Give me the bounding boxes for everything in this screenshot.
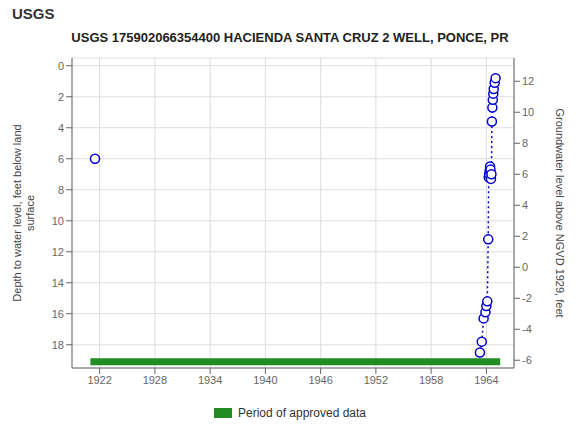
svg-text:-2: -2 bbox=[522, 292, 532, 304]
svg-text:4: 4 bbox=[522, 199, 528, 211]
svg-text:18: 18 bbox=[52, 339, 64, 351]
svg-text:1940: 1940 bbox=[253, 374, 277, 386]
svg-text:1922: 1922 bbox=[87, 374, 111, 386]
svg-text:1934: 1934 bbox=[198, 374, 222, 386]
svg-text:Groundwater level above NGVD 1: Groundwater level above NGVD 1929, feet bbox=[554, 108, 566, 317]
svg-text:Depth to water level, feet bel: Depth to water level, feet below landsur… bbox=[11, 124, 36, 301]
svg-text:16: 16 bbox=[52, 308, 64, 320]
svg-text:1964: 1964 bbox=[474, 374, 498, 386]
html-text:Period of approved data: Period of approved data bbox=[238, 406, 366, 420]
html-text:USGS: USGS bbox=[12, 4, 55, 22]
svg-text:0: 0 bbox=[58, 60, 64, 72]
svg-text:0: 0 bbox=[522, 261, 528, 273]
svg-text:6: 6 bbox=[58, 153, 64, 165]
svg-text:12: 12 bbox=[522, 75, 534, 87]
svg-text:1952: 1952 bbox=[364, 374, 388, 386]
svg-text:8: 8 bbox=[522, 137, 528, 149]
svg-text:12: 12 bbox=[52, 246, 64, 258]
svg-text:14: 14 bbox=[52, 277, 64, 289]
html-text:USGS 175902066354400 HACIENDA: USGS 175902066354400 HACIENDA SANTA CRUZ… bbox=[71, 30, 509, 45]
svg-text:1928: 1928 bbox=[143, 374, 167, 386]
svg-text:1958: 1958 bbox=[419, 374, 443, 386]
svg-text:-6: -6 bbox=[522, 354, 532, 366]
svg-text:4: 4 bbox=[58, 122, 64, 134]
svg-text:2: 2 bbox=[58, 91, 64, 103]
svg-text:10: 10 bbox=[522, 106, 534, 118]
svg-text:1946: 1946 bbox=[308, 374, 332, 386]
svg-text:10: 10 bbox=[52, 215, 64, 227]
svg-text:8: 8 bbox=[58, 184, 64, 196]
svg-text:6: 6 bbox=[522, 168, 528, 180]
svg-text:-4: -4 bbox=[522, 323, 532, 335]
svg-text:2: 2 bbox=[522, 230, 528, 242]
